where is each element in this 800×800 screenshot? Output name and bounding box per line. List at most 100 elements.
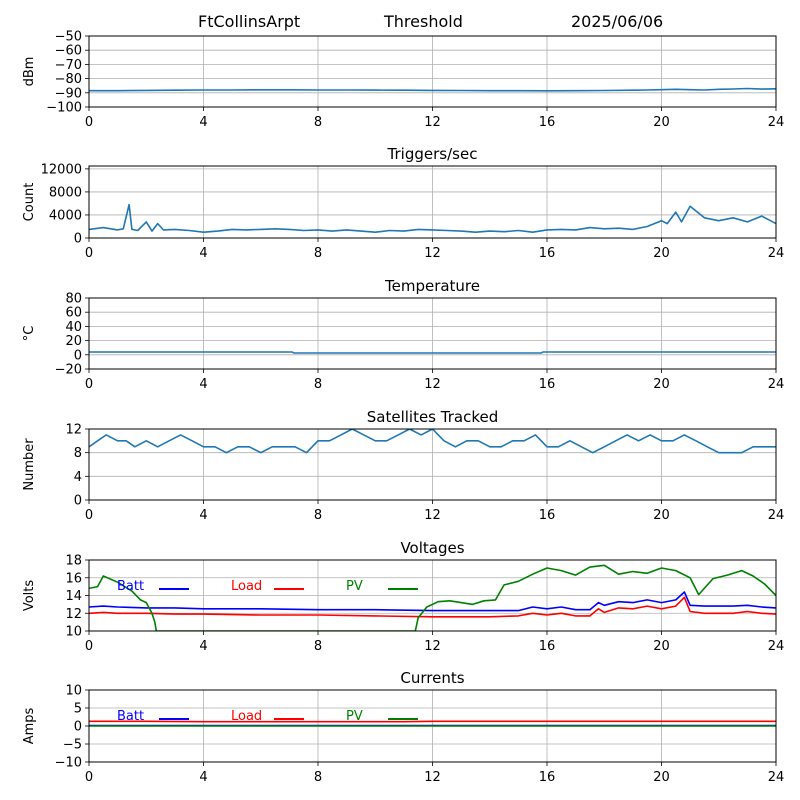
- x-tick-label: 12: [424, 639, 441, 654]
- x-tick-label: 8: [314, 508, 322, 523]
- x-tick-label: 24: [768, 246, 785, 261]
- series-group: [89, 720, 776, 727]
- x-tick-label: 12: [424, 246, 441, 261]
- series-line-pv: [89, 564, 776, 631]
- x-tick-label: 8: [314, 639, 322, 654]
- y-axis-label: Count: [22, 183, 37, 222]
- panel-1: 0 4 8 12 16 20 24 −100−90−80−70−60−50 dBm: [22, 30, 784, 131]
- series-line-data: [89, 351, 776, 354]
- y-tick-label: 10: [65, 625, 82, 640]
- x-tick-label: 12: [424, 770, 441, 785]
- x-tick-label: 16: [539, 246, 556, 261]
- x-tick-label: 12: [424, 377, 441, 392]
- x-tick-label: 4: [199, 377, 207, 392]
- series-line-batt: [89, 591, 776, 612]
- y-tick-label: −60: [55, 44, 82, 59]
- x-tick-label: 24: [768, 508, 785, 523]
- legend-label-load: Load: [231, 709, 262, 724]
- y-tick-label: 0: [74, 348, 82, 363]
- y-tick-label: 0: [74, 720, 82, 735]
- x-tick-label: 16: [539, 115, 556, 130]
- panel-title: Currents: [400, 669, 464, 687]
- x-tick-label: 4: [199, 246, 207, 261]
- series-line-data: [89, 87, 776, 92]
- y-tick-label: −20: [55, 363, 82, 378]
- panel-title: Triggers/sec: [387, 145, 478, 163]
- y-tick-label: 12: [65, 607, 82, 622]
- panel-title: Voltages: [400, 539, 464, 557]
- series-line-data: [89, 429, 776, 454]
- series-group: [89, 351, 776, 354]
- series-line-load: [89, 596, 776, 618]
- x-tick-label: 0: [85, 377, 93, 392]
- panel-4: 0 4 8 12 16 20 24 0 4 8 12 Satellites Tracked Number: [22, 408, 784, 523]
- y-tick-label: −5: [63, 738, 82, 753]
- x-tick-label: 20: [653, 770, 670, 785]
- x-tick-label: 12: [424, 115, 441, 130]
- station-name: FtCollinsArpt: [198, 12, 301, 31]
- y-tick-label: 10: [65, 684, 82, 699]
- x-tick-label: 0: [85, 508, 93, 523]
- series-group: [89, 564, 776, 631]
- x-tick-label: 20: [653, 246, 670, 261]
- y-tick-label: −70: [55, 58, 82, 73]
- legend-label-pv: PV: [346, 579, 363, 594]
- y-axis-label: °C: [22, 326, 37, 342]
- y-axis-label: Amps: [22, 707, 37, 744]
- legend-label-batt: Batt: [117, 579, 144, 594]
- report-date: 2025/06/06: [571, 12, 664, 31]
- y-tick-label: 40: [65, 320, 82, 335]
- y-tick-label: −80: [55, 72, 82, 87]
- panel-5: 0 4 8 12 16 20 24 10 12 14 16 18 Voltages Volts Batt Lo…: [22, 539, 784, 654]
- panel-2: 0 4 8 12 16 20 24 0 4000 8000 12000 Triggers/sec Cou…: [22, 145, 784, 261]
- x-tick-label: 12: [424, 508, 441, 523]
- panel-6: 0 4 8 12 16 20 24 −10 −5 0 5 10 Currents Amps Batt Load…: [22, 669, 784, 785]
- y-tick-label: 14: [65, 589, 82, 604]
- x-tick-label: 8: [314, 246, 322, 261]
- y-tick-label: −90: [55, 86, 82, 101]
- y-tick-label: 8000: [49, 185, 82, 200]
- x-tick-label: 24: [768, 639, 785, 654]
- series-group: [89, 87, 776, 92]
- y-tick-label: 12000: [41, 162, 82, 177]
- x-tick-label: 0: [85, 770, 93, 785]
- series-group: [89, 203, 776, 233]
- x-tick-label: 20: [653, 508, 670, 523]
- y-axis-label: Number: [22, 438, 37, 491]
- y-tick-label: 12: [65, 423, 82, 438]
- x-tick-label: 8: [314, 770, 322, 785]
- x-tick-label: 16: [539, 377, 556, 392]
- y-tick-label: 80: [65, 292, 82, 307]
- x-tick-label: 4: [199, 115, 207, 130]
- panel-title: Satellites Tracked: [367, 408, 498, 426]
- y-tick-label: 5: [74, 702, 82, 717]
- trigger-mode: Threshold: [384, 12, 463, 31]
- x-tick-label: 24: [768, 770, 785, 785]
- y-tick-label: 8: [74, 446, 82, 461]
- y-tick-label: 60: [65, 306, 82, 321]
- y-tick-label: −100: [46, 101, 82, 116]
- legend-label-batt: Batt: [117, 709, 144, 724]
- x-tick-label: 4: [199, 770, 207, 785]
- y-tick-label: 16: [65, 571, 82, 586]
- y-tick-label: 0: [74, 232, 82, 247]
- y-axis-label: Volts: [22, 580, 37, 612]
- x-tick-label: 8: [314, 115, 322, 130]
- y-tick-label: −50: [55, 30, 82, 45]
- y-tick-label: 4000: [49, 208, 82, 223]
- legend-label-pv: PV: [346, 709, 363, 724]
- x-tick-label: 8: [314, 377, 322, 392]
- panel-title: Temperature: [384, 277, 480, 295]
- series-line-data: [89, 203, 776, 233]
- x-tick-label: 0: [85, 115, 93, 130]
- y-axis-label: dBm: [22, 57, 37, 87]
- x-tick-label: 20: [653, 639, 670, 654]
- legend-label-load: Load: [231, 579, 262, 594]
- x-tick-label: 4: [199, 639, 207, 654]
- x-tick-label: 16: [539, 639, 556, 654]
- x-tick-label: 0: [85, 246, 93, 261]
- x-tick-label: 4: [199, 508, 207, 523]
- y-tick-label: −10: [55, 756, 82, 771]
